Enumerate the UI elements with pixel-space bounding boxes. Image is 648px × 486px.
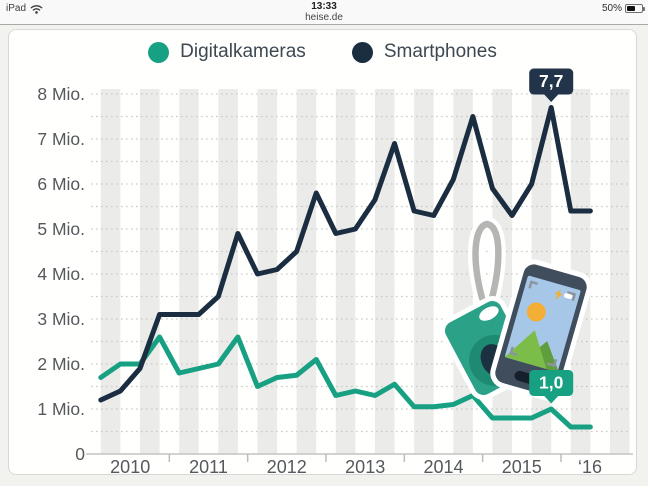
url-bar-domain[interactable]: heise.de	[305, 12, 343, 23]
camera-smartphone-illustration	[439, 216, 592, 401]
status-bar: iPad 13:33 heise.de 50%	[0, 0, 648, 25]
value-callout-7-7: 7,7	[529, 68, 574, 102]
smartphones-dot-icon	[351, 41, 373, 63]
y-axis-tick-label: 6 Mio.	[37, 174, 85, 194]
x-axis-tick-label: 2014	[423, 457, 463, 474]
callout-value: 1,0	[539, 373, 564, 393]
legend-item-smartphones: Smartphones	[351, 41, 497, 63]
x-axis-tick-label: 2013	[345, 457, 385, 474]
legend-item-digitalkameras: Digitalkameras	[148, 41, 306, 63]
y-axis-tick-label: 0	[75, 444, 85, 464]
status-right: 50%	[601, 3, 645, 14]
clock: 13:33	[311, 1, 337, 12]
callout-value: 7,7	[539, 71, 563, 91]
y-axis-tick-label: 8 Mio.	[37, 84, 85, 104]
chart-card: Digitalkameras Smartphones 0 1 Mio. 2 Mio.…	[8, 29, 637, 475]
x-axis-tick-label: 2012	[267, 457, 307, 474]
x-axis-tick-label: ‘16	[578, 457, 602, 474]
series-line-digitalkameras	[98, 334, 593, 430]
y-axis-tick-label: 3 Mio.	[37, 309, 85, 329]
battery-icon	[625, 4, 645, 13]
legend-label: Smartphones	[383, 41, 497, 62]
smartphone-icon	[490, 259, 592, 401]
y-axis-tick-label: 7 Mio.	[37, 129, 85, 149]
legend-label: Digitalkameras	[180, 41, 306, 62]
device-label: iPad	[6, 3, 27, 14]
y-axis-tick-label: 4 Mio.	[37, 264, 85, 284]
y-axis-tick-label: 1 Mio.	[37, 399, 85, 419]
digitalkameras-dot-icon	[148, 41, 170, 63]
sales-line-chart: 0 1 Mio. 2 Mio. 3 Mio. 4 Mio. 5 Mio. 6 Mio. 7 M…	[37, 68, 633, 474]
status-left: iPad	[6, 3, 43, 14]
battery-percent: 50%	[601, 3, 622, 14]
value-callout-1-0: 1,0	[529, 370, 574, 404]
y-axis-tick-label: 5 Mio.	[37, 219, 85, 239]
chart-legend: Digitalkameras Smartphones	[9, 41, 636, 63]
x-axis-tick-label: 2015	[502, 457, 542, 474]
status-center: 13:33 heise.de	[0, 1, 648, 23]
y-axis-tick-label: 2 Mio.	[37, 354, 85, 374]
wifi-icon	[30, 4, 43, 14]
x-axis-tick-label: 2010	[110, 457, 150, 474]
series-line-smartphones	[98, 105, 593, 403]
x-axis-tick-label: 2011	[189, 457, 228, 474]
